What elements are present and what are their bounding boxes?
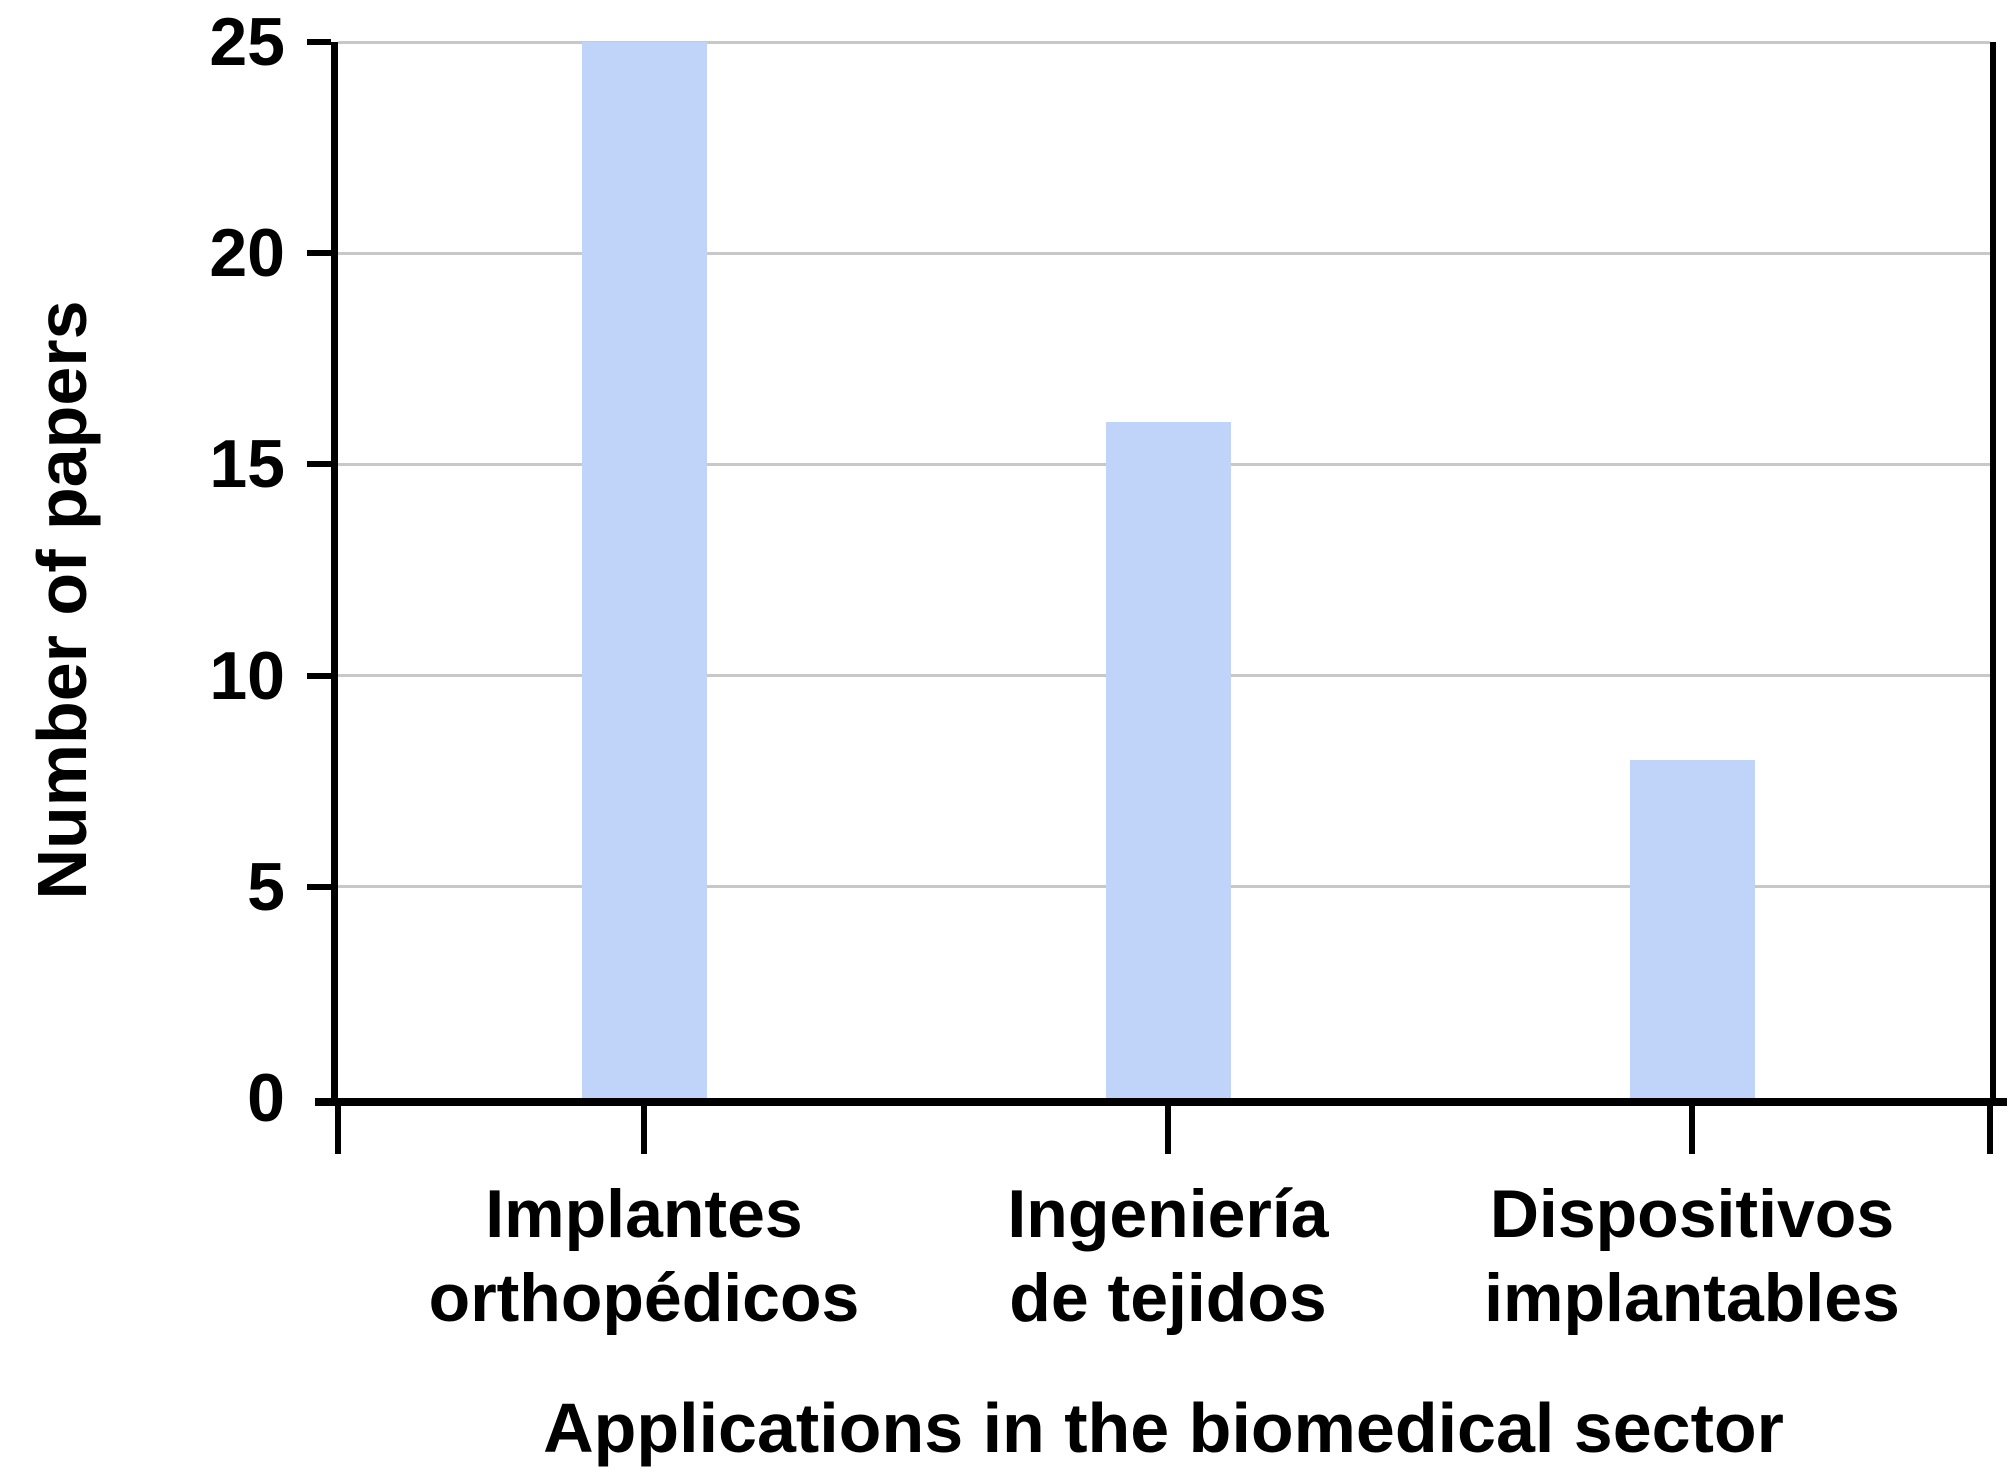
x-tick-0 <box>335 1106 341 1154</box>
x-axis-line <box>315 1098 2007 1106</box>
bar-2 <box>1629 760 1755 1098</box>
y-tick-25 <box>307 39 331 45</box>
x-tick-2 <box>1165 1106 1171 1154</box>
x-tick-1 <box>641 1106 647 1154</box>
y-tick-10 <box>307 672 331 679</box>
category-label-1: Ingeniería de tejidos <box>1007 1176 1329 1336</box>
y-tick-label-15: 15 <box>209 426 285 503</box>
y-tick-15 <box>307 461 331 468</box>
y-tick-label-25: 25 <box>209 4 285 80</box>
y-tick-5 <box>307 883 331 890</box>
x-tick-4 <box>1987 1106 1993 1154</box>
y-tick-20 <box>307 250 331 257</box>
y-axis-title: Number of papers <box>23 300 101 900</box>
y-tick-label-5: 5 <box>247 848 285 925</box>
plot-area <box>331 40 1996 1098</box>
x-tick-3 <box>1689 1106 1695 1154</box>
y-tick-label-10: 10 <box>209 637 285 714</box>
bar-0 <box>581 42 707 1098</box>
x-axis-title: Applications in the biomedical sector <box>543 1389 1784 1467</box>
gridline-y-25 <box>338 40 1990 44</box>
y-tick-label-0: 0 <box>247 1060 285 1136</box>
category-label-2: Dispositivos implantables <box>1484 1176 1900 1336</box>
gridline-y-20 <box>338 251 1990 255</box>
category-label-0: Implantes orthopédicos <box>428 1176 860 1336</box>
y-tick-label-20: 20 <box>209 215 285 292</box>
bar-1 <box>1105 422 1231 1098</box>
